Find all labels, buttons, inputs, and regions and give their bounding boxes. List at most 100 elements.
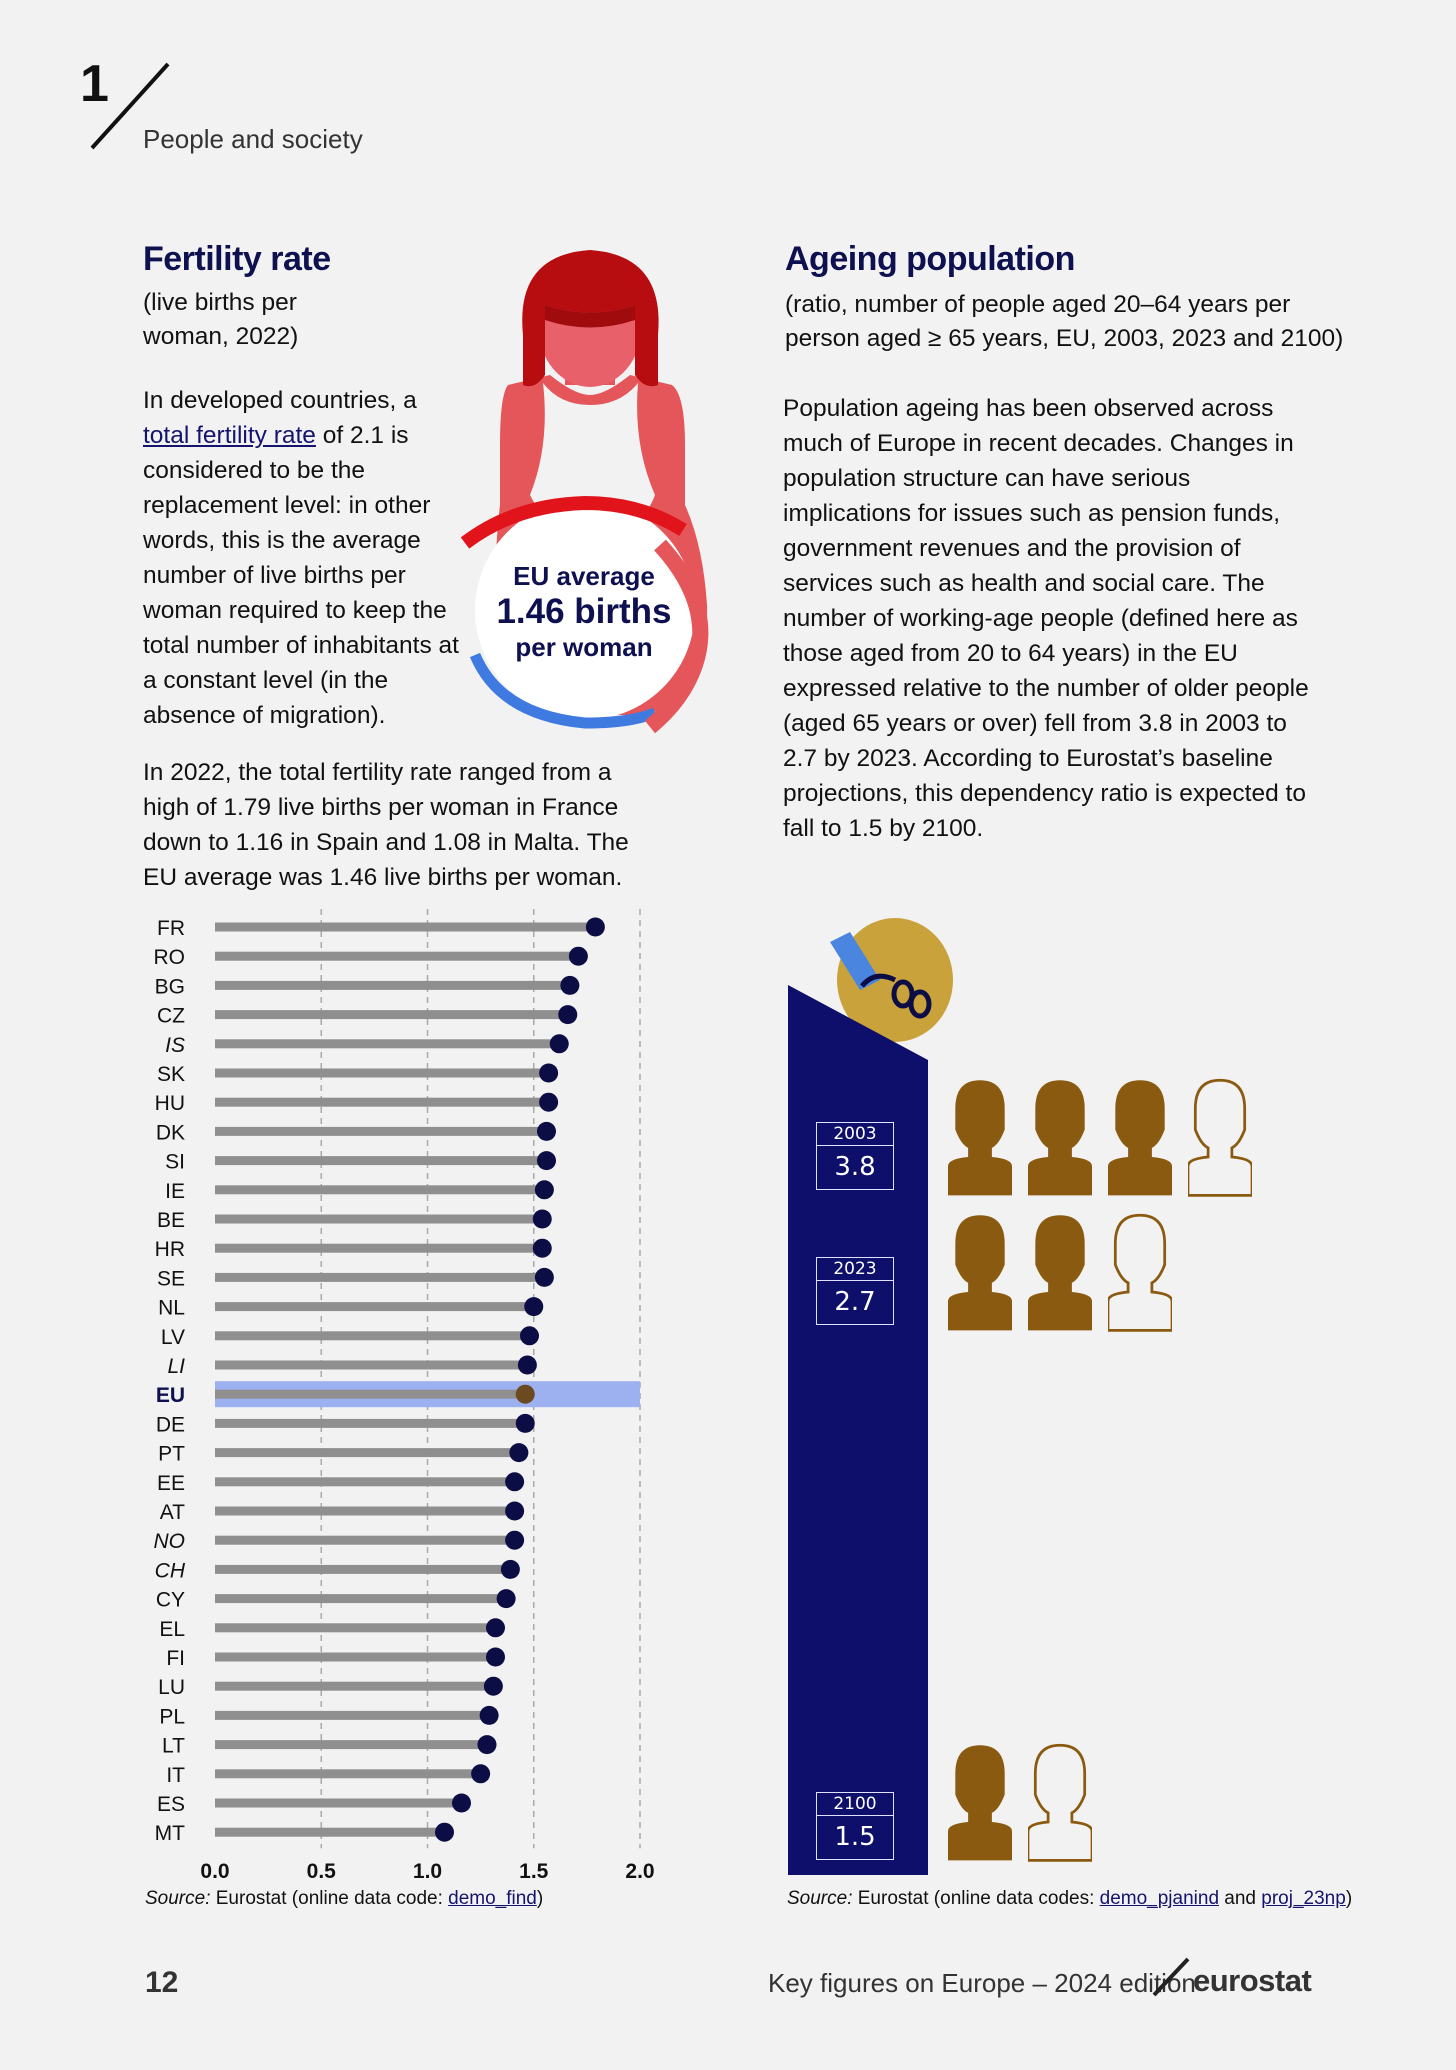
category-label-fr: FR — [157, 917, 185, 940]
ratio-value-2100: 1.5 — [834, 1822, 876, 1852]
dot-eu — [515, 1384, 535, 1404]
bar-lv — [215, 1331, 530, 1341]
x-tick-label-0.5: 0.5 — [307, 1860, 337, 1883]
bar-se — [215, 1272, 545, 1282]
category-label-be: BE — [157, 1209, 185, 1232]
ageing-title: Ageing population — [785, 240, 1075, 278]
dot-be — [532, 1209, 552, 1229]
category-label-ro: RO — [154, 946, 186, 969]
category-label-el: EL — [159, 1618, 185, 1641]
category-label-ie: IE — [165, 1180, 185, 1203]
bar-cz — [215, 1010, 568, 1020]
belly-blue-arc — [469, 652, 658, 729]
category-label-is: IS — [165, 1034, 185, 1057]
bar-ie — [215, 1185, 545, 1195]
ratio-box-2100: 2100 1.5 — [816, 1792, 894, 1860]
demo-find-link[interactable]: demo_find — [448, 1888, 537, 1909]
dot-dk — [537, 1121, 556, 1141]
bar-ch — [215, 1564, 511, 1574]
bar-eu — [215, 1389, 526, 1399]
dot-de — [515, 1413, 535, 1433]
row-2100-people — [948, 1743, 1092, 1862]
chapter-slash-icon — [90, 62, 170, 150]
fertility-lollipop-chart: FR RO BG CZ IS SK HU DK SI IE BE HR SE NL LV LI EU DE PT EE… — [154, 909, 655, 1883]
category-label-mt: MT — [155, 1822, 185, 1845]
dot-cy — [496, 1589, 516, 1609]
dot-ie — [534, 1180, 554, 1200]
proj-23np-link[interactable]: proj_23np — [1261, 1888, 1346, 1909]
fertility-paragraph-2: In 2022, the total fertility rate ranged… — [143, 759, 629, 891]
category-label-dk: DK — [156, 1121, 185, 1144]
fertility-source: Source: Eurostat (online data code: demo… — [145, 1888, 544, 1909]
bar-ee — [215, 1477, 515, 1487]
category-label-de: DE — [156, 1413, 185, 1436]
badge-line-3: per woman — [515, 632, 653, 662]
demo-pjanind-link[interactable]: demo_pjanind — [1099, 1888, 1220, 1909]
category-label-ch: CH — [155, 1559, 186, 1582]
dot-hu — [539, 1092, 559, 1112]
row-2003-people — [948, 1078, 1252, 1197]
bar-mt — [215, 1827, 445, 1837]
year-label-2023: 2023 — [817, 1258, 893, 1281]
dot-bg — [560, 975, 580, 995]
dot-ee — [505, 1472, 525, 1492]
category-label-pl: PL — [159, 1705, 185, 1728]
bar-at — [215, 1506, 515, 1516]
chapter-title: People and society — [143, 124, 363, 154]
dot-lv — [520, 1326, 539, 1346]
x-tick-label-1.5: 1.5 — [519, 1860, 549, 1883]
fertility-subtitle: (live births per woman, 2022) — [143, 289, 299, 350]
category-label-hu: HU — [155, 1092, 185, 1115]
bar-it — [215, 1769, 481, 1779]
badge-line-2: 1.46 births — [496, 592, 672, 631]
old-man-glasses-band — [830, 932, 880, 990]
bar-de — [215, 1418, 526, 1428]
dot-nl — [524, 1297, 544, 1317]
dot-ro — [568, 946, 588, 966]
bar-si — [215, 1156, 547, 1166]
bar-pt — [215, 1448, 519, 1458]
category-label-no: NO — [154, 1530, 186, 1553]
x-tick-label-2.0: 2.0 — [625, 1860, 654, 1883]
dot-es — [452, 1793, 471, 1813]
dot-mt — [435, 1822, 454, 1842]
ratio-value-2023: 2.7 — [834, 1287, 876, 1317]
dot-at — [505, 1501, 525, 1521]
year-label-2003: 2003 — [817, 1123, 893, 1146]
category-label-es: ES — [157, 1793, 185, 1816]
category-label-ee: EE — [157, 1472, 185, 1495]
total-fertility-rate-link[interactable]: total fertility rate — [143, 422, 316, 449]
ratio-box-2003: 2003 3.8 — [816, 1122, 894, 1190]
dot-no — [505, 1530, 525, 1550]
dot-cz — [558, 1005, 578, 1025]
bar-lt — [215, 1740, 487, 1750]
bar-es — [215, 1798, 462, 1808]
bar-dk — [215, 1126, 547, 1136]
bar-ro — [215, 951, 579, 961]
bar-hu — [215, 1097, 549, 1107]
category-label-sk: SK — [157, 1063, 185, 1086]
category-label-bg: BG — [155, 975, 185, 998]
category-label-it: IT — [166, 1764, 185, 1787]
x-tick-label-1.0: 1.0 — [413, 1860, 442, 1883]
dot-fi — [486, 1647, 505, 1667]
bar-bg — [215, 980, 570, 990]
eurostat-logo-text: eurostat — [1193, 1963, 1312, 1998]
dot-el — [486, 1618, 505, 1638]
ratio-box-2023: 2023 2.7 — [816, 1257, 894, 1325]
dot-fr — [585, 917, 605, 937]
dot-ch — [500, 1559, 520, 1579]
dot-is — [549, 1034, 569, 1054]
dot-pl — [479, 1705, 499, 1725]
category-label-li: LI — [167, 1355, 185, 1378]
row-2023-people — [948, 1213, 1172, 1332]
pregnant-woman-illustration — [460, 250, 709, 734]
bar-no — [215, 1535, 515, 1545]
dot-pt — [509, 1443, 529, 1463]
eurostat-slash-icon — [1152, 1957, 1190, 1997]
category-label-hr: HR — [155, 1238, 185, 1261]
bar-sk — [215, 1068, 549, 1078]
ageing-pictogram — [788, 918, 1252, 1875]
dot-sk — [539, 1063, 559, 1083]
category-label-lv: LV — [161, 1326, 185, 1349]
